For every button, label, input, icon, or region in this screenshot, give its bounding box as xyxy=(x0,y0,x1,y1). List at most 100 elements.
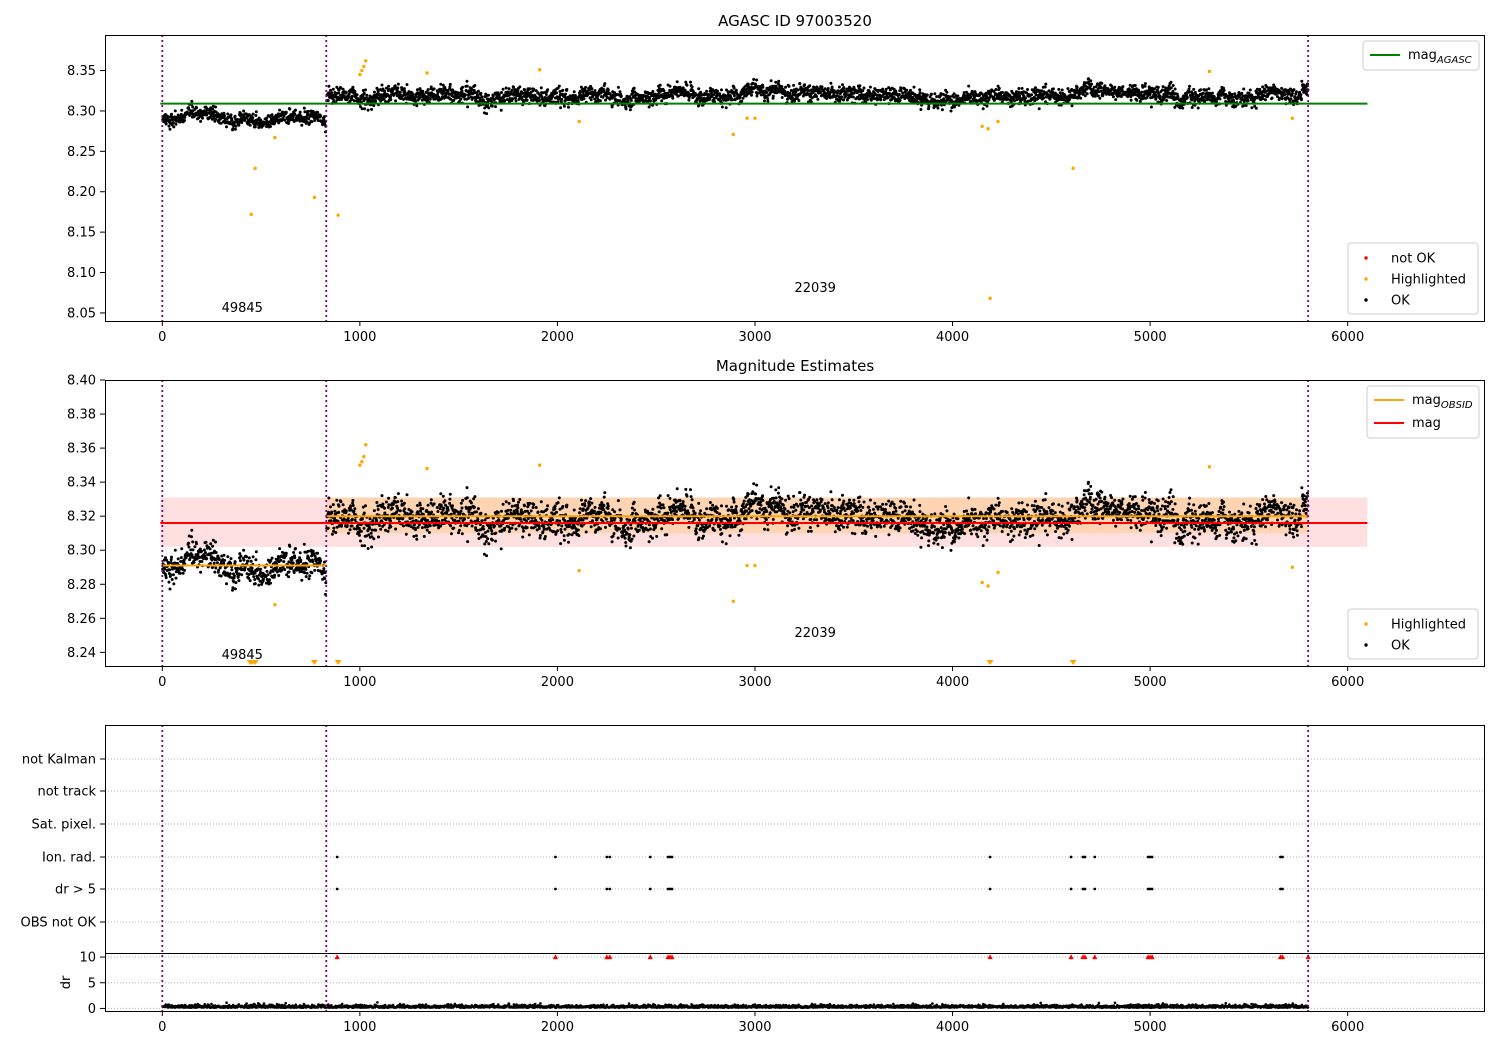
ok-point xyxy=(755,94,759,98)
ok-point xyxy=(337,91,341,95)
ok-point xyxy=(777,79,781,83)
ok-point xyxy=(269,581,272,585)
ok-point xyxy=(475,510,478,514)
ok-point xyxy=(176,113,180,117)
highlighted-point xyxy=(358,72,362,77)
ok-point xyxy=(780,85,784,89)
ok-point xyxy=(178,571,182,575)
ok-point xyxy=(412,534,416,538)
ok-point xyxy=(567,105,570,109)
ok-point xyxy=(496,510,500,514)
ok-point xyxy=(310,571,314,575)
ok-point xyxy=(1240,91,1244,95)
ok-point xyxy=(523,504,526,508)
ok-point xyxy=(1210,91,1214,95)
obsid-label: 22039 xyxy=(795,281,836,296)
ok-point xyxy=(199,570,203,574)
ok-point xyxy=(1129,98,1133,102)
ok-point xyxy=(293,113,297,116)
ok-point xyxy=(1079,96,1083,100)
ok-point xyxy=(173,548,177,552)
highlighted-point xyxy=(980,124,984,128)
ok-point xyxy=(420,526,424,530)
ok-point xyxy=(1020,86,1024,90)
ok-point xyxy=(604,98,607,102)
ok-point xyxy=(1201,91,1205,95)
ok-point xyxy=(662,89,666,93)
ok-point xyxy=(470,524,474,528)
ok-point xyxy=(369,531,373,535)
ok-point xyxy=(790,100,794,104)
ok-point xyxy=(421,89,425,93)
ok-point xyxy=(370,545,374,549)
ok-point xyxy=(510,526,514,530)
ok-point xyxy=(368,99,372,103)
ok-point xyxy=(1290,91,1294,95)
ok-point xyxy=(323,577,327,581)
ok-point xyxy=(537,526,541,530)
ok-point xyxy=(180,547,184,551)
ok-point xyxy=(1287,91,1291,95)
ok-point xyxy=(287,570,291,574)
ok-point xyxy=(345,524,349,528)
ok-point xyxy=(1098,96,1102,100)
ok-point xyxy=(948,95,952,99)
highlighted-point xyxy=(1207,69,1212,74)
ok-point xyxy=(339,500,343,504)
ok-point xyxy=(562,538,566,542)
ok-point xyxy=(209,542,213,546)
ok-point xyxy=(366,547,370,550)
ok-point xyxy=(350,517,354,521)
ok-point xyxy=(376,508,380,511)
ok-point xyxy=(705,89,709,93)
ok-point xyxy=(403,507,407,511)
magnitude-panel-title: Magnitude Estimates xyxy=(716,357,874,375)
ok-point xyxy=(715,89,719,93)
ok-point xyxy=(282,560,286,564)
ok-point xyxy=(384,100,387,103)
ok-point xyxy=(750,90,754,94)
ok-point xyxy=(269,125,272,128)
ok-point xyxy=(284,110,288,114)
ok-point xyxy=(179,556,183,560)
ok-point xyxy=(558,95,562,99)
ok-point xyxy=(1135,98,1139,102)
ok-point xyxy=(969,95,973,99)
ok-point xyxy=(376,90,380,94)
ok-point xyxy=(514,527,518,531)
ok-point xyxy=(522,529,526,533)
ok-point xyxy=(1299,93,1303,97)
ok-point xyxy=(567,540,570,544)
ok-point xyxy=(402,87,406,91)
ok-point xyxy=(375,501,379,504)
ok-point xyxy=(481,525,485,528)
ok-point xyxy=(476,89,480,93)
ok-point xyxy=(350,94,354,98)
ok-point xyxy=(364,504,367,508)
ok-point xyxy=(248,123,252,127)
ok-point xyxy=(500,91,503,94)
ok-point xyxy=(278,108,282,112)
ok-point xyxy=(378,524,381,527)
ok-point xyxy=(254,114,258,117)
ok-point xyxy=(529,509,533,513)
ok-point xyxy=(239,112,243,116)
ok-point xyxy=(494,531,498,535)
ok-point xyxy=(251,112,255,116)
ok-point xyxy=(341,503,345,507)
ok-point xyxy=(172,125,176,129)
x-tick-label: 4000 xyxy=(936,330,969,345)
ok-point xyxy=(190,535,193,539)
ok-point xyxy=(521,535,525,539)
ok-point xyxy=(380,83,384,87)
ok-point xyxy=(1280,97,1284,101)
highlighted-point xyxy=(731,132,735,137)
ok-point xyxy=(351,504,355,507)
ok-point xyxy=(168,118,172,122)
ok-point xyxy=(494,105,497,109)
highlighted-point xyxy=(312,195,317,200)
ok-point xyxy=(465,79,469,83)
ok-point xyxy=(516,512,520,516)
ok-point xyxy=(180,108,184,112)
ok-point xyxy=(485,554,489,558)
